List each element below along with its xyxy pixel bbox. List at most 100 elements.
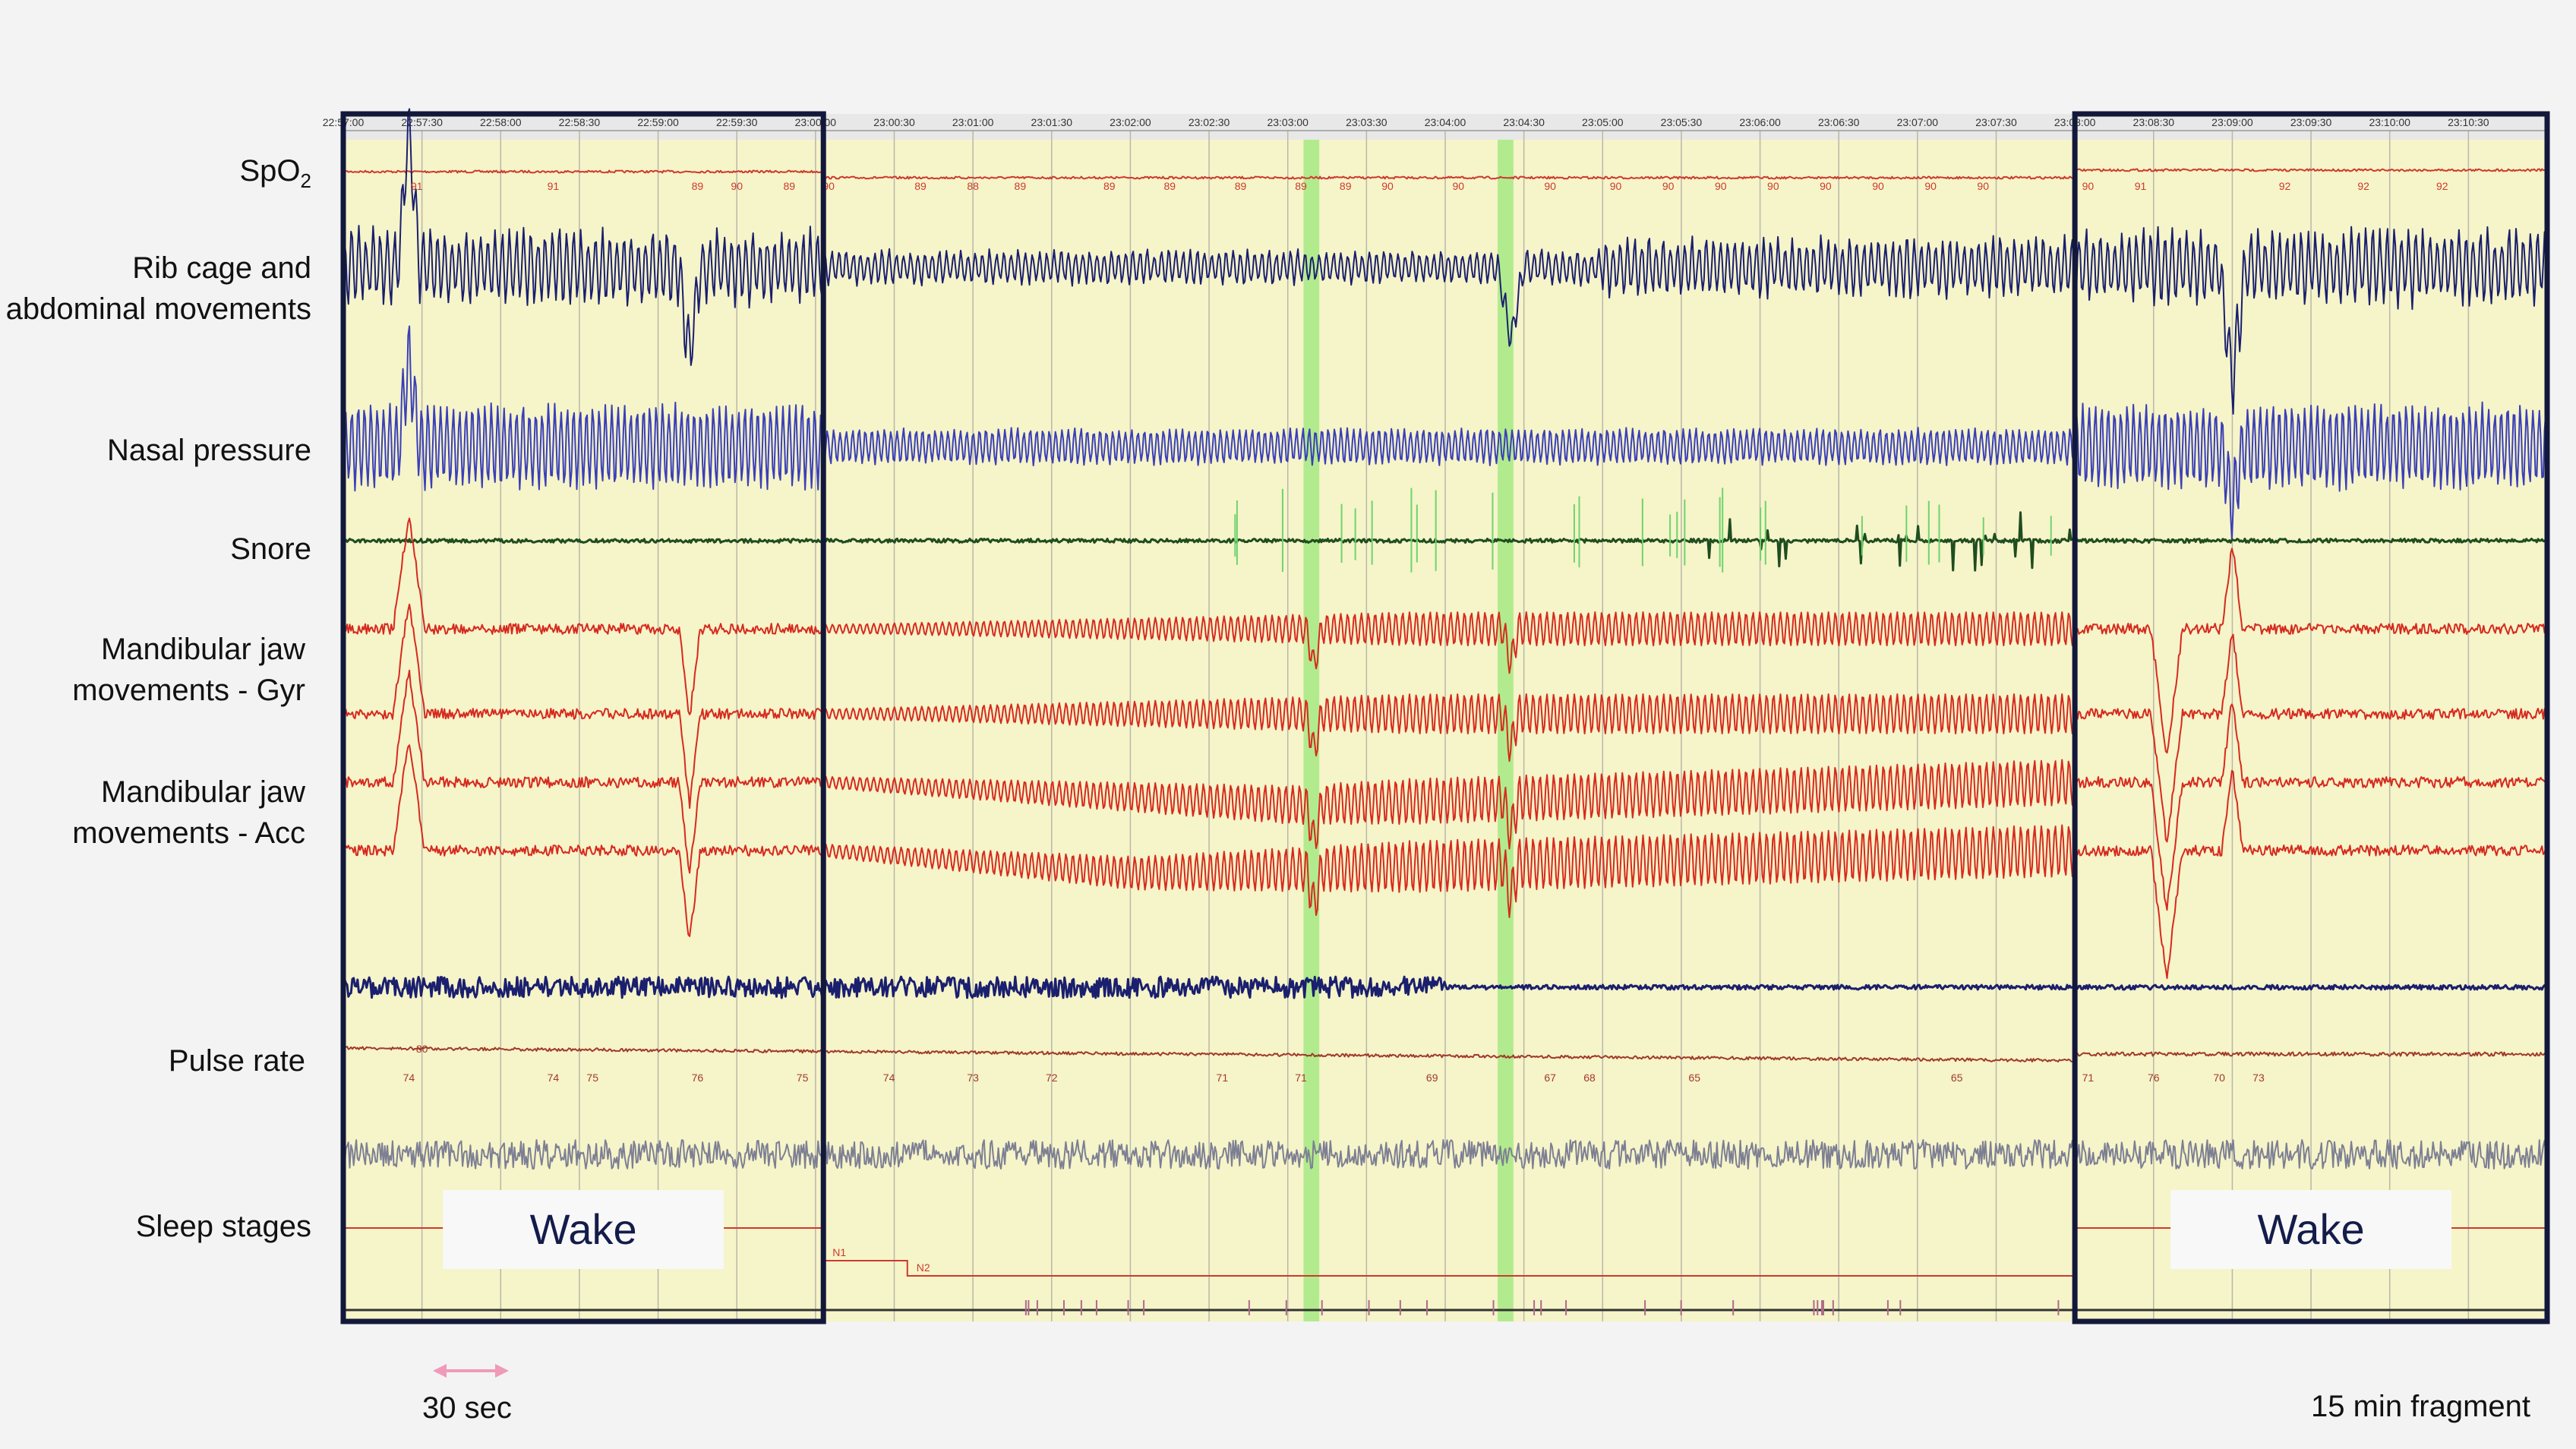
nasal-pressure-trace [343,325,2548,541]
spo2-value-label: 88 [967,180,979,192]
spo2-value-label: 89 [1295,180,1307,192]
jaw-gyr-trace-2 [343,603,2548,843]
spo2-value-label: 90 [1544,180,1556,192]
x-tick-label: 23:06:00 [1739,116,1781,128]
spo2-value-label: 90 [1820,180,1832,192]
pulse-value-label: 69 [1426,1072,1438,1084]
spo2-value-label: 92 [2279,180,2291,192]
wake-period-box-1 [2072,111,2550,1324]
x-tick-label: 23:00:00 [795,116,837,128]
x-tick-label: 23:06:30 [1818,116,1860,128]
spo2-value-label: 89 [1015,180,1027,192]
label-sleep-stages: Sleep stages [135,1210,311,1243]
spo2-value-label: 90 [2082,180,2095,192]
x-tick-label: 23:01:00 [952,116,994,128]
fragment-label: 15 min fragment [2311,1390,2531,1423]
scale-label: 30 sec [422,1391,512,1425]
pulse-rate-trace [343,1046,2548,1063]
x-tick-label: 22:58:30 [559,116,601,128]
spo2-value-label: 91 [548,180,560,192]
spo2-value-label: 92 [2436,180,2448,192]
x-tick-label: 23:09:30 [2290,116,2332,128]
wake-label-1: Wake [2258,1205,2365,1253]
wake-label-box-0 [443,1190,724,1269]
snore-trace [343,511,2549,572]
spo2-value-label: 90 [1452,180,1464,192]
x-tick-label: 22:59:30 [716,116,758,128]
spo2-value-label: 89 [914,180,927,192]
label-jaw-gyr: Mandibular jaw movements - Gyr [72,633,305,707]
pulse-value-label: 73 [2252,1072,2265,1084]
label-spo2: SpO2 [239,154,311,192]
label-pulse-rate: Pulse rate [168,1044,305,1078]
pulse-value-label: 71 [1217,1072,1229,1084]
spo2-value-label: 89 [1235,180,1247,192]
spo2-value-label: 91 [2135,180,2147,192]
pulse-value-label: 75 [586,1072,598,1084]
spo2-value-label: 90 [1977,180,1989,192]
sleep-stage-tick: N1 [832,1246,846,1258]
pulse-value-label: 71 [1295,1072,1307,1084]
x-tick-label: 22:59:00 [637,116,679,128]
pulse-value-label: 67 [1544,1072,1556,1084]
spo2-value-label: 90 [1381,180,1394,192]
rib-cage-trace [343,108,2548,415]
pulse-value-label: 68 [1583,1072,1596,1084]
spo2-value-label: 89 [1340,180,1352,192]
spo2-value-label: 91 [411,180,423,192]
x-tick-label: 23:01:30 [1031,116,1073,128]
wake-period-box-0 [340,111,826,1324]
spo2-value-label: 89 [692,180,704,192]
spo2-value-label: 90 [1924,180,1937,192]
highlighted-epoch-1 [1498,140,1514,1321]
pulse-value-label: 73 [967,1072,979,1084]
x-tick-label: 23:04:00 [1425,116,1466,128]
pulse-value-label: 65 [1951,1072,1963,1084]
spo2-value-label: 89 [1103,180,1116,192]
spo2-trace [343,168,2548,180]
label-nasal-pressure: Nasal pressure [106,434,311,467]
pulse-value-label: 76 [2148,1072,2160,1084]
pulse-value-label: 74 [548,1072,560,1084]
spo2-value-label: 90 [1715,180,1727,192]
label-rib-cage: Rib cage and abdominal movements [5,251,311,326]
wake-label-box-1 [2170,1190,2452,1269]
pulse-value-label: 72 [1046,1072,1058,1084]
spo2-value-label: 89 [784,180,796,192]
breathing-effort-trace [342,975,2549,999]
spo2-value-label: 90 [1767,180,1779,192]
pulse-value-label: 74 [403,1072,415,1084]
jaw-gyr-trace-1 [343,517,2548,754]
pulse-value-label: 74 [883,1072,895,1084]
x-tick-label: 23:10:00 [2369,116,2410,128]
highlighted-epoch-0 [1303,140,1320,1321]
x-tick-label: 23:05:30 [1661,116,1703,128]
x-tick-label: 23:08:30 [2133,116,2175,128]
scale-arrow-right-head [495,1364,509,1378]
x-tick-label: 23:09:00 [2211,116,2253,128]
x-tick-label: 23:02:00 [1110,116,1151,128]
pulse-gray-trace [343,1139,2548,1170]
spo2-value-label: 90 [731,180,743,192]
spo2-value-label: 89 [1163,180,1176,192]
sleep-stage-tick: N2 [917,1261,930,1274]
pulse-value-label: 70 [2213,1072,2225,1084]
x-tick-label: 23:07:30 [1975,116,2017,128]
spo2-value-label: 92 [2357,180,2369,192]
x-tick-label: 23:07:00 [1897,116,1939,128]
x-tick-label: 23:03:30 [1346,116,1387,128]
pulse-value-label: 75 [797,1072,809,1084]
pulse-value-label: 80 [416,1043,428,1055]
jaw-acc-trace-1 [343,669,2548,911]
pulse-value-label: 71 [2082,1072,2095,1084]
x-tick-label: 23:04:30 [1503,116,1545,128]
wake-label-0: Wake [530,1205,637,1253]
spo2-value-label: 90 [1662,180,1675,192]
spo2-value-label: 90 [1872,180,1884,192]
x-tick-label: 22:58:00 [480,116,522,128]
x-tick-label: 23:05:00 [1582,116,1624,128]
x-tick-label: 23:00:30 [873,116,915,128]
pulse-value-label: 65 [1688,1072,1700,1084]
x-tick-label: 23:03:00 [1267,116,1309,128]
